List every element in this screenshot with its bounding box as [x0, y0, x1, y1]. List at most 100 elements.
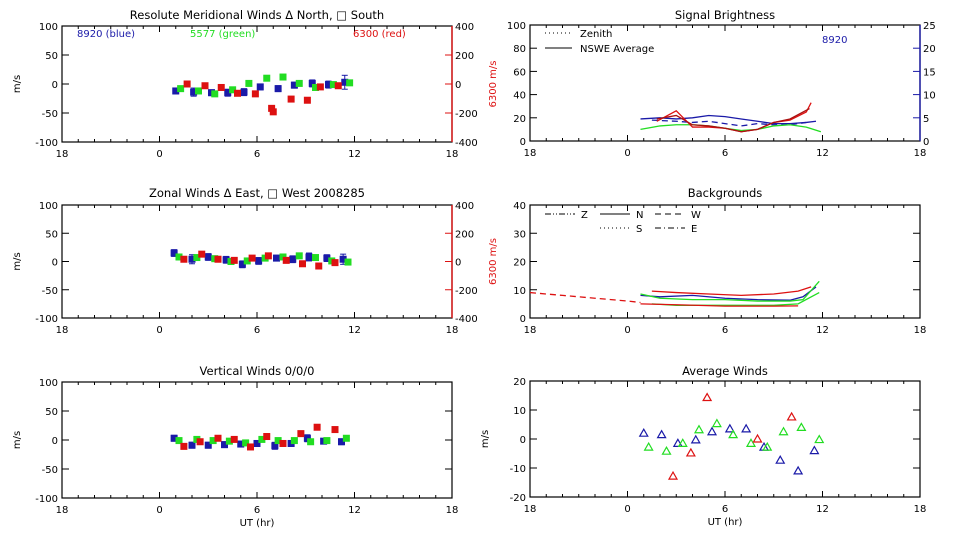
legend-annotation-blue: 8920 (blue) [77, 29, 135, 40]
y-tick-label: -50 [42, 286, 58, 297]
data-point [230, 256, 238, 264]
y-tick-label: 0 [52, 436, 58, 447]
data-point-triangle [778, 426, 789, 436]
right-y-tick-label: 0 [455, 80, 461, 91]
data-point [177, 85, 185, 93]
data-point-triangle [643, 441, 654, 451]
data-point [204, 253, 212, 261]
y-tick-label: 40 [513, 201, 526, 212]
y-tick-label: 100 [39, 201, 58, 212]
x-tick-label: 18 [524, 325, 537, 336]
data-point-triangle [745, 438, 757, 447]
data-point-triangle [786, 411, 797, 421]
right-y-tick-label: 5 [923, 114, 929, 125]
data-point [180, 255, 188, 263]
x-tick-label: 12 [816, 148, 829, 159]
x-tick-label: 18 [524, 148, 537, 159]
y-tick-label: 20 [513, 258, 526, 269]
data-point [295, 79, 303, 87]
data-point [282, 256, 290, 264]
x-tick-label: 12 [348, 505, 361, 516]
x-tick-label: 18 [524, 504, 537, 515]
data-point-triangle [724, 423, 735, 433]
y-tick-label: 0 [52, 258, 58, 269]
chart-title: Resolute Meridional Winds Δ North, □ Sou… [130, 8, 384, 22]
data-point [180, 442, 188, 450]
y-axis-label: m/s [12, 431, 23, 449]
chart-meridional: Resolute Meridional Winds Δ North, □ Sou… [12, 8, 499, 160]
y-tick-label: -50 [42, 109, 58, 120]
y-tick-label: 0 [52, 80, 58, 91]
chart-title: Zonal Winds Δ East, □ West 2008285 [149, 186, 365, 200]
data-point-triangle [693, 424, 705, 434]
right-axis-label: 6300 m/s [488, 61, 499, 108]
data-point [312, 254, 319, 262]
y-tick-label: 50 [45, 229, 58, 240]
chart-title: Signal Brightness [675, 8, 775, 22]
plot-frame [529, 204, 921, 319]
y-axis-label: m/s [12, 75, 23, 93]
data-point [344, 258, 352, 266]
legend-label: E [691, 224, 697, 235]
right-y-tick-label: 400 [455, 22, 474, 33]
x-tick-label: 0 [156, 505, 162, 516]
data-point-triangle [775, 454, 786, 464]
data-point [279, 73, 287, 81]
data-point [198, 250, 206, 258]
data-point-triangle [752, 433, 763, 443]
data-point-triangle [728, 429, 739, 439]
y-tick-label: 0 [520, 314, 526, 325]
x-tick-label: 6 [254, 149, 260, 160]
data-point [263, 74, 271, 82]
data-point [297, 430, 305, 438]
x-tick-label: 0 [624, 325, 630, 336]
right-axis-label: 6300 m/s [488, 238, 499, 285]
right-y-tick-label: 400 [455, 201, 474, 212]
series-line-green [640, 280, 820, 302]
chart-zonal: Zonal Winds Δ East, □ West 2008285 18 0 6 12… [12, 186, 499, 336]
data-point [273, 254, 280, 262]
right-y-tick-label: 20 [923, 44, 936, 55]
data-point [289, 255, 297, 263]
data-point-triangle [796, 422, 807, 431]
y-tick-label: 0 [520, 137, 526, 148]
x-tick-label: 18 [914, 504, 927, 515]
right-y-tick-label: 0 [923, 137, 929, 148]
y-tick-label: 60 [513, 67, 526, 78]
data-point [331, 259, 339, 267]
right-y-tick-label: 200 [455, 51, 474, 62]
chart-title: Vertical Winds 0/0/0 [200, 364, 315, 378]
data-point [214, 255, 222, 263]
data-point [195, 87, 202, 95]
data-point-triangle [667, 470, 679, 480]
data-point [315, 262, 323, 270]
data-point [247, 443, 254, 451]
x-tick-label: 18 [56, 149, 69, 160]
y-axis-label: m/s [480, 430, 491, 448]
right-y-tick-label: -400 [455, 314, 478, 325]
x-tick-label: 18 [914, 148, 927, 159]
legend-annotation-green: 5577 (green) [190, 29, 255, 40]
x-tick-label: 12 [348, 149, 361, 160]
y-tick-label: 100 [39, 22, 58, 33]
data-point [331, 426, 339, 434]
data-point-triangle [762, 441, 773, 451]
data-point [264, 252, 272, 260]
y-tick-label: -20 [510, 493, 526, 504]
chart-vertical: Vertical Winds 0/0/0 18 0 6 12 18 100 50 0 -50 -10… [12, 364, 458, 529]
data-point [204, 441, 212, 449]
right-y-tick-label: -200 [455, 109, 478, 120]
y-tick-label: 50 [45, 407, 58, 418]
data-point [342, 434, 350, 442]
data-point-triangle [690, 434, 701, 444]
data-point-triangle [741, 423, 752, 433]
instrument-annotation: 8920 [822, 35, 847, 46]
x-tick-label: 18 [446, 325, 459, 336]
x-tick-label: 0 [624, 504, 630, 515]
data-point-triangle [677, 438, 688, 447]
data-point [188, 441, 196, 449]
data-point [263, 433, 271, 441]
right-y-tick-label: -400 [455, 138, 478, 149]
